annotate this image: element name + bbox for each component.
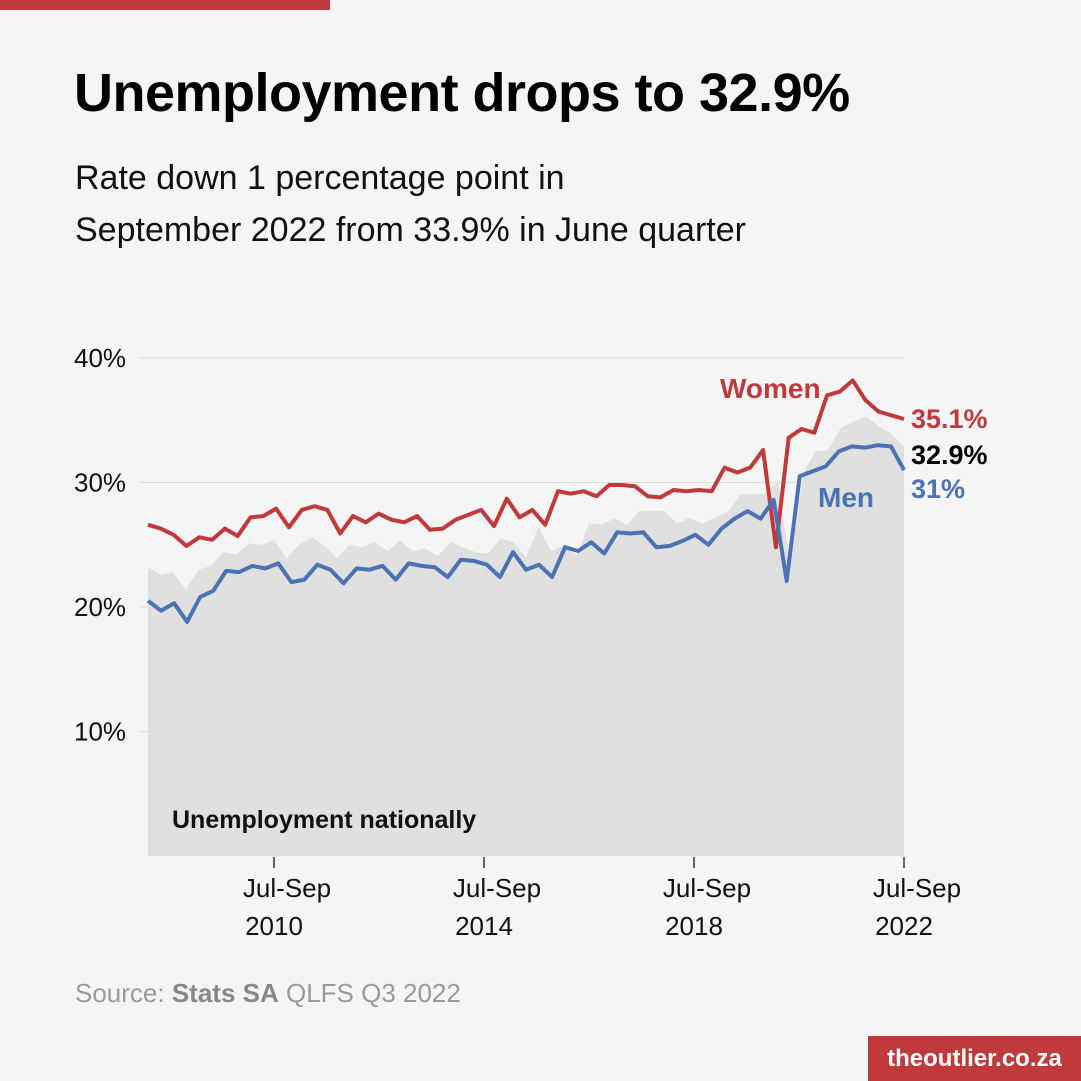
area-label-national: Unemployment nationally bbox=[172, 806, 476, 834]
men-end-value: 31% bbox=[911, 474, 965, 504]
women-end-value: 35.1% bbox=[911, 404, 988, 434]
x-tick-label: Jul-Sep bbox=[453, 873, 541, 903]
women-series-line bbox=[147, 378, 905, 550]
source-prefix: Source: bbox=[75, 978, 172, 1008]
y-tick-label: 30% bbox=[74, 468, 126, 498]
x-tick-label: 2010 bbox=[245, 911, 303, 941]
x-tick-label: Jul-Sep bbox=[663, 873, 751, 903]
women-series-label: Women bbox=[720, 373, 821, 404]
source-name: Stats SA bbox=[171, 978, 279, 1008]
national-unemployment-area bbox=[148, 416, 904, 856]
y-axis: 40% 30% 20% 10% bbox=[74, 343, 126, 747]
men-series-line bbox=[146, 443, 906, 624]
x-tick-label: 2022 bbox=[875, 911, 933, 941]
subtitle-line-1: Rate down 1 percentage point in bbox=[75, 159, 565, 197]
brand-badge[interactable]: theoutlier.co.za bbox=[868, 1036, 1081, 1081]
y-tick-label: 20% bbox=[74, 592, 126, 622]
source-suffix: QLFS Q3 2022 bbox=[278, 978, 461, 1008]
men-series-label: Men bbox=[818, 482, 874, 513]
x-tick-label: 2014 bbox=[455, 911, 513, 941]
subtitle: Rate down 1 percentage point in Septembe… bbox=[75, 152, 975, 256]
subtitle-line-2: September 2022 from 33.9% in June quarte… bbox=[75, 211, 746, 249]
y-tick-label: 10% bbox=[74, 717, 126, 747]
accent-bar bbox=[0, 0, 330, 10]
x-axis: Jul-Sep 2010 Jul-Sep 2014 Jul-Sep 2018 Jul-Sep… bbox=[243, 857, 961, 941]
source-note: Source: Stats SA QLFS Q3 2022 bbox=[75, 978, 461, 1009]
national-end-value: 32.9% bbox=[911, 440, 988, 470]
x-tick-label: 2018 bbox=[665, 911, 723, 941]
x-tick-label: Jul-Sep bbox=[873, 873, 961, 903]
x-tick-label: Jul-Sep bbox=[243, 873, 331, 903]
y-tick-label: 40% bbox=[74, 343, 126, 373]
page-title: Unemployment drops to 32.9% bbox=[74, 63, 850, 123]
